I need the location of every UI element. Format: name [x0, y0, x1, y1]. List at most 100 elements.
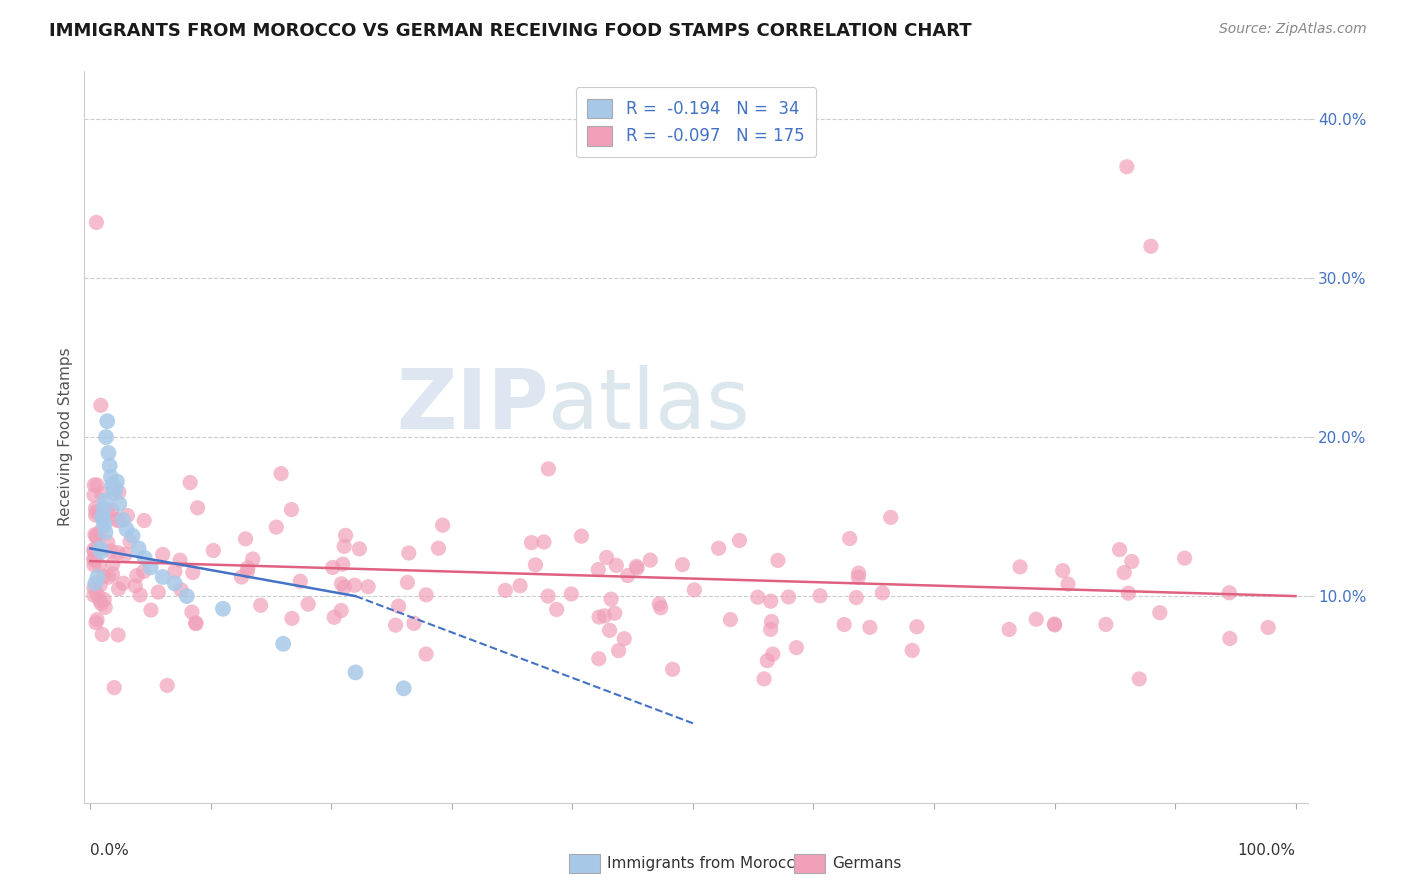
Point — [905, 620, 928, 634]
Point — [103, 681, 125, 695]
Point — [134, 550, 156, 565]
Point — [101, 477, 124, 491]
Point — [756, 654, 779, 668]
Point — [398, 546, 420, 560]
Point — [124, 579, 146, 593]
Point — [322, 560, 344, 574]
Point — [593, 608, 616, 623]
Point — [333, 539, 356, 553]
Point — [90, 486, 112, 500]
Point — [728, 533, 751, 548]
Point — [1108, 542, 1130, 557]
Point — [808, 589, 831, 603]
Legend: R =  -0.194   N =  34, R =  -0.097   N = 175: R = -0.194 N = 34, R = -0.097 N = 175 — [576, 87, 815, 157]
Point — [1149, 606, 1171, 620]
Point — [349, 541, 371, 556]
Point — [107, 546, 129, 560]
Point — [111, 513, 134, 527]
Point — [648, 597, 671, 611]
Point — [707, 541, 730, 556]
Point — [357, 580, 380, 594]
Point — [560, 587, 582, 601]
Point — [759, 623, 782, 637]
Point — [103, 485, 125, 500]
Point — [778, 590, 800, 604]
Point — [107, 628, 129, 642]
Point — [616, 568, 638, 582]
Point — [114, 548, 136, 562]
Point — [266, 520, 288, 534]
Point — [270, 467, 292, 481]
Point — [661, 662, 683, 676]
Point — [588, 651, 610, 665]
Point — [103, 481, 125, 495]
Point — [163, 576, 186, 591]
Point — [1218, 586, 1240, 600]
Point — [120, 534, 142, 549]
Point — [212, 602, 235, 616]
Point — [115, 522, 138, 536]
Point — [759, 594, 782, 608]
Point — [176, 589, 198, 603]
Point — [1095, 617, 1118, 632]
Point — [83, 588, 105, 602]
Point — [202, 543, 225, 558]
Point — [571, 529, 593, 543]
Point — [169, 553, 191, 567]
Point — [91, 509, 114, 524]
Text: Germans: Germans — [832, 856, 901, 871]
Y-axis label: Receiving Food Stamps: Receiving Food Stamps — [58, 348, 73, 526]
Point — [84, 527, 107, 541]
Point — [537, 462, 560, 476]
Point — [108, 497, 131, 511]
Point — [607, 643, 630, 657]
Point — [83, 553, 105, 567]
Point — [163, 565, 186, 579]
Point — [832, 617, 855, 632]
Point — [520, 535, 543, 549]
Point — [344, 665, 367, 680]
Text: IMMIGRANTS FROM MOROCCO VS GERMAN RECEIVING FOOD STAMPS CORRELATION CHART: IMMIGRANTS FROM MOROCCO VS GERMAN RECEIV… — [49, 22, 972, 40]
Point — [785, 640, 807, 655]
Point — [671, 558, 693, 572]
Point — [901, 643, 924, 657]
Point — [84, 576, 107, 591]
Point — [588, 563, 610, 577]
Point — [1010, 560, 1032, 574]
Point — [105, 475, 128, 489]
Point — [626, 559, 648, 574]
Point — [86, 505, 108, 519]
Point — [90, 398, 112, 412]
Point — [249, 599, 271, 613]
Point — [100, 470, 122, 484]
Point — [1114, 566, 1136, 580]
Text: 100.0%: 100.0% — [1237, 843, 1295, 857]
Point — [838, 532, 860, 546]
Point — [537, 589, 560, 603]
Point — [93, 592, 115, 607]
Point — [108, 485, 131, 500]
Point — [184, 615, 207, 630]
Point — [1052, 564, 1074, 578]
Point — [845, 591, 868, 605]
Point — [112, 576, 135, 591]
Point — [96, 414, 118, 428]
Point — [139, 603, 162, 617]
Point — [343, 578, 366, 592]
Point — [86, 613, 108, 627]
Point — [125, 568, 148, 582]
Point — [86, 588, 108, 602]
Point — [752, 672, 775, 686]
Point — [1174, 551, 1197, 566]
Point — [86, 478, 108, 492]
Point — [97, 570, 120, 584]
Point — [718, 613, 741, 627]
Point — [97, 446, 120, 460]
Point — [427, 541, 450, 556]
Point — [333, 580, 356, 594]
Text: ZIP: ZIP — [396, 365, 548, 446]
Point — [187, 500, 209, 515]
Point — [872, 586, 894, 600]
Point — [181, 566, 204, 580]
Point — [181, 605, 204, 619]
